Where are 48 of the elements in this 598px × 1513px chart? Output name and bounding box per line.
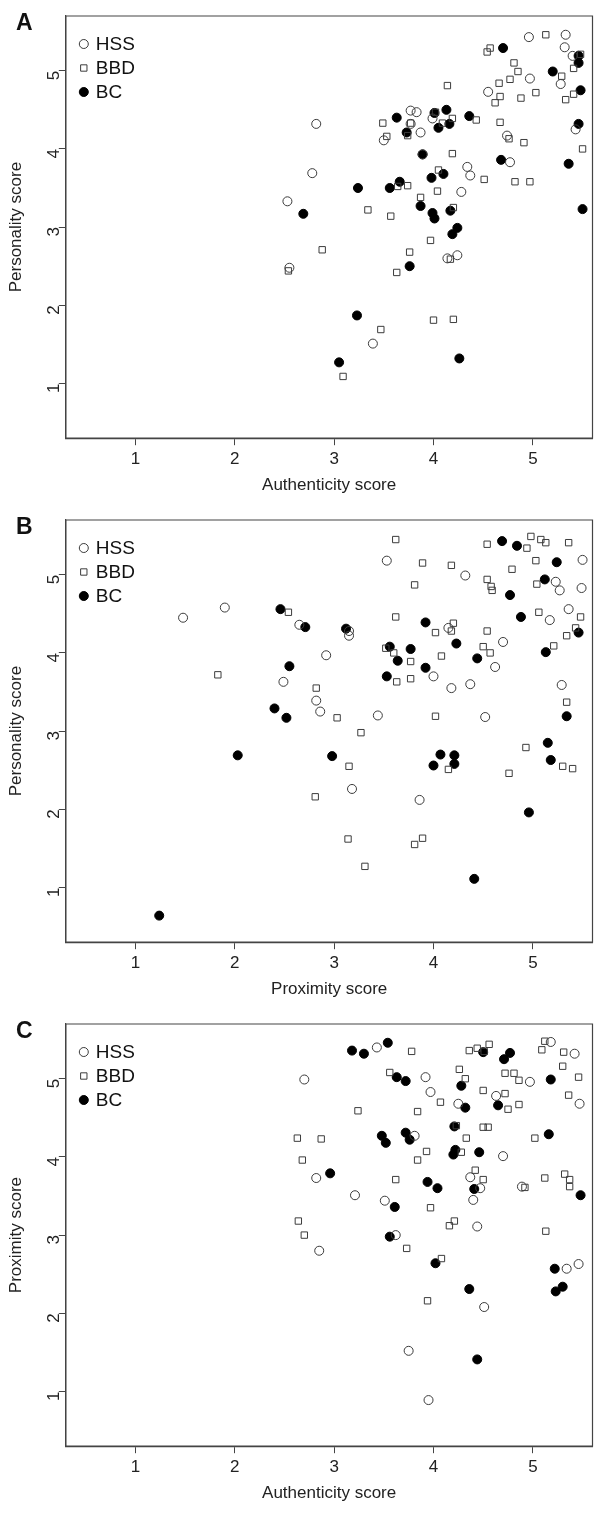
y-tick-label: 5	[44, 70, 64, 81]
legend-label: BC	[95, 1089, 123, 1111]
x-axis-title: Proximity score	[271, 979, 388, 999]
chart-title: B	[16, 512, 33, 539]
y-tick-label: 3	[44, 731, 64, 741]
x-tick-label: 1	[130, 449, 141, 469]
x-tick-label: 5	[528, 953, 538, 973]
legend-label: BC	[95, 585, 123, 607]
y-axis-title: Personality score	[5, 665, 25, 797]
x-axis-title: Authenticity score	[262, 1483, 397, 1503]
legend-label: BBD	[95, 1065, 135, 1087]
y-tick-label: 1	[44, 1391, 64, 1401]
x-tick-label: 5	[528, 449, 538, 469]
y-tick-label: 2	[44, 305, 64, 315]
x-axis-title: Authenticity score	[262, 475, 397, 495]
y-tick-label: 4	[44, 1156, 64, 1167]
legend-label: HSS	[95, 33, 135, 55]
legend-label: BBD	[95, 57, 135, 79]
x-tick-label: 2	[230, 1457, 240, 1477]
x-tick-label: 1	[130, 1457, 141, 1477]
legend-label: BBD	[95, 561, 135, 583]
x-tick-label: 4	[428, 449, 439, 469]
x-tick-label: 4	[428, 953, 439, 973]
x-tick-label: 4	[428, 1457, 439, 1477]
y-tick-label: 1	[44, 887, 64, 897]
x-tick-label: 3	[329, 953, 339, 973]
y-axis-title: Personality score	[5, 161, 25, 293]
y-tick-label: 3	[44, 227, 64, 237]
chart-title: C	[16, 1016, 33, 1043]
x-tick-label: 1	[130, 953, 141, 973]
legend-label: BC	[95, 81, 123, 103]
y-tick-label: 1	[44, 383, 64, 393]
y-tick-label: 2	[44, 809, 64, 819]
x-tick-label: 3	[329, 449, 339, 469]
x-tick-label: 5	[528, 1457, 538, 1477]
y-axis-title: Proximity score	[5, 1177, 25, 1294]
legend-label: HSS	[95, 537, 135, 559]
x-tick-label: 3	[329, 1457, 339, 1477]
legend-label: HSS	[95, 1041, 135, 1063]
chart-title: A	[16, 8, 33, 35]
y-tick-label: 3	[44, 1235, 64, 1245]
y-tick-label: 2	[44, 1313, 64, 1323]
y-tick-label: 5	[44, 1078, 64, 1089]
y-tick-label: 5	[44, 574, 64, 585]
x-tick-label: 2	[230, 953, 240, 973]
y-tick-label: 4	[44, 652, 64, 663]
y-tick-label: 4	[44, 148, 64, 159]
x-tick-label: 2	[230, 449, 240, 469]
